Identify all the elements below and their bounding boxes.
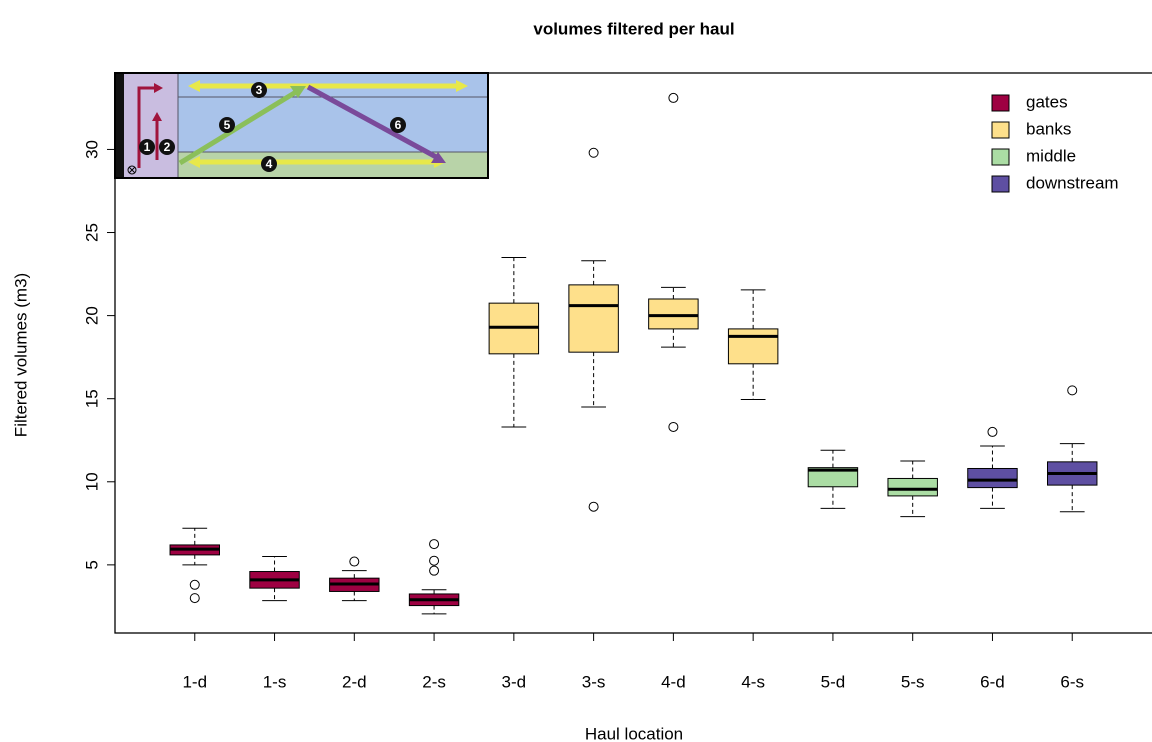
outlier <box>189 593 200 604</box>
legend-swatch <box>991 94 1010 112</box>
x-tick-label: 2-s <box>422 672 446 691</box>
box <box>568 284 619 353</box>
inset-marker-label: 3 <box>256 83 263 97</box>
x-tick-label: 3-d <box>502 672 527 691</box>
legend-swatch <box>991 121 1010 139</box>
outlier <box>1067 385 1078 396</box>
legend-label: downstream <box>1026 173 1119 192</box>
x-tick-label: 5-s <box>901 672 925 691</box>
legend-label: middle <box>1026 146 1076 165</box>
y-tick-label: 20 <box>82 306 101 325</box>
outlier <box>588 501 599 512</box>
x-tick-label: 2-d <box>342 672 367 691</box>
outlier <box>189 579 200 590</box>
inset-marker <box>159 139 175 155</box>
inset-marker <box>261 156 277 172</box>
inset-marker-label: 5 <box>224 118 231 132</box>
y-tick-label: 15 <box>82 389 101 408</box>
x-axis-label: Haul location <box>585 724 683 742</box>
x-tick-label: 3-s <box>582 672 606 691</box>
outlier <box>349 556 360 567</box>
box <box>648 298 699 330</box>
box <box>807 467 859 488</box>
x-tick-label: 6-s <box>1060 672 1084 691</box>
inset-marker-label: 6 <box>395 118 402 132</box>
outlier <box>987 426 998 437</box>
outlier <box>429 565 440 576</box>
x-tick-label: 4-s <box>741 672 765 691</box>
y-axis-label: Filtered volumes (m3) <box>11 273 30 437</box>
inset-marker-label: 1 <box>144 140 151 154</box>
inset-marker <box>219 117 235 133</box>
legend-label: banks <box>1026 119 1071 138</box>
inset-marker <box>251 82 267 98</box>
inset-marker <box>390 117 406 133</box>
outlier <box>588 147 599 158</box>
x-tick-label: 4-d <box>661 672 686 691</box>
inset-marker-label: 2 <box>164 140 171 154</box>
legend-swatch <box>991 175 1010 193</box>
legend-swatch <box>991 148 1010 166</box>
box <box>727 328 779 365</box>
outlier <box>429 555 440 566</box>
outlier <box>668 421 679 432</box>
y-tick-label: 30 <box>82 140 101 159</box>
outlier <box>668 92 679 103</box>
x-tick-label: 1-s <box>263 672 287 691</box>
inset-marker-label: 4 <box>266 157 273 171</box>
outlier <box>429 539 440 550</box>
inset-marker <box>139 139 155 155</box>
inset-diagram <box>114 72 489 179</box>
y-tick-label: 25 <box>82 223 101 242</box>
box <box>887 477 938 497</box>
y-tick-label: 5 <box>82 560 101 569</box>
x-tick-label: 6-d <box>980 672 1005 691</box>
y-tick-label: 10 <box>82 472 101 491</box>
x-tick-label: 1-d <box>182 672 207 691</box>
chart-title: volumes filtered per haul <box>533 19 734 38</box>
box <box>967 467 1018 489</box>
x-tick-label: 5-d <box>821 672 846 691</box>
legend-label: gates <box>1026 92 1068 111</box>
